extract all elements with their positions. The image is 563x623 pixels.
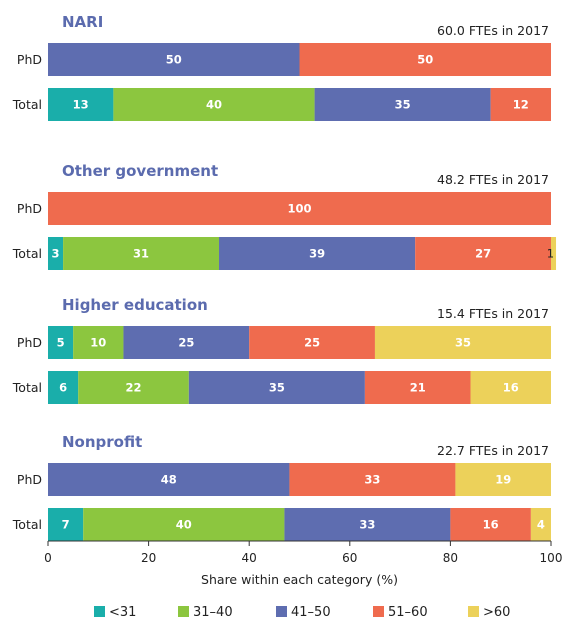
data-label: 40: [176, 518, 192, 532]
legend-label: 51–60: [388, 605, 428, 620]
data-label: 25: [304, 336, 320, 350]
data-label: 35: [455, 336, 471, 350]
legend-swatch: [94, 606, 105, 617]
row-label: PhD: [17, 201, 42, 216]
data-label: 50: [166, 53, 182, 67]
panel-note: 15.4 FTEs in 2017: [437, 306, 549, 321]
data-label: 10: [90, 336, 106, 350]
legend-label: <31: [109, 605, 136, 620]
bar-segment: [188, 371, 365, 404]
data-label: 1: [547, 247, 554, 261]
data-label: 6: [59, 381, 67, 395]
data-label: 27: [475, 247, 491, 261]
x-tick-label: 100: [540, 551, 563, 565]
legend-swatch: [373, 606, 384, 617]
data-label: 12: [513, 98, 529, 112]
bar-segment: [219, 237, 416, 270]
bar-segment: [284, 508, 451, 541]
legend-swatch: [468, 606, 479, 617]
row-label: Total: [12, 517, 42, 532]
data-label: 22: [126, 381, 142, 395]
panel-note: 22.7 FTEs in 2017: [437, 443, 549, 458]
bar-segment: [48, 326, 74, 359]
bar-segment: [551, 237, 557, 270]
panel-title: Higher education: [62, 296, 208, 314]
data-label: 50: [417, 53, 433, 67]
bar-segment: [455, 463, 551, 496]
data-label: 3: [52, 247, 60, 261]
bar-segment: [113, 88, 315, 121]
legend-label: >60: [483, 605, 510, 620]
bar-segment: [490, 88, 551, 121]
x-tick-label: 40: [242, 551, 257, 565]
bar-segment: [83, 508, 285, 541]
panel-title: Nonprofit: [62, 433, 142, 451]
row-label: PhD: [17, 335, 42, 350]
data-label: 48: [161, 473, 177, 487]
data-label: 100: [287, 202, 311, 216]
data-label: 7: [62, 518, 70, 532]
row-label: Total: [12, 97, 42, 112]
data-label: 21: [410, 381, 426, 395]
x-tick-label: 20: [141, 551, 156, 565]
legend-swatch: [276, 606, 287, 617]
bar-segment: [450, 508, 531, 541]
bar-segment: [374, 326, 551, 359]
bar-segment: [63, 237, 220, 270]
legend-swatch: [178, 606, 189, 617]
x-tick-label: 80: [443, 551, 458, 565]
data-label: 16: [503, 381, 519, 395]
bar-segment: [48, 237, 64, 270]
data-label: 35: [395, 98, 411, 112]
bar-segment: [123, 326, 250, 359]
bar-segment: [73, 326, 124, 359]
data-label: 40: [206, 98, 222, 112]
row-label: PhD: [17, 472, 42, 487]
bar-segment: [249, 326, 375, 359]
row-label: Total: [12, 246, 42, 261]
row-label: PhD: [17, 52, 42, 67]
bar-segment: [48, 463, 290, 496]
panel-note: 48.2 FTEs in 2017: [437, 172, 549, 187]
data-label: 19: [495, 473, 511, 487]
data-label: 31: [133, 247, 149, 261]
data-label: 16: [483, 518, 499, 532]
bar-segment: [78, 371, 189, 404]
data-label: 5: [57, 336, 65, 350]
bar-segment: [48, 508, 84, 541]
bar-segment: [289, 463, 456, 496]
bar-segment: [415, 237, 551, 270]
x-axis-title: Share within each category (%): [201, 572, 398, 587]
data-label: 13: [73, 98, 89, 112]
bar-segment: [364, 371, 471, 404]
x-tick-label: 60: [342, 551, 357, 565]
row-label: Total: [12, 380, 42, 395]
data-label: 25: [178, 336, 194, 350]
panel-title: NARI: [62, 13, 103, 31]
bar-segment: [48, 371, 79, 404]
x-tick-label: 0: [44, 551, 52, 565]
data-label: 39: [309, 247, 325, 261]
data-label: 33: [364, 473, 380, 487]
bar-segment: [48, 43, 300, 76]
data-label: 4: [537, 518, 545, 532]
bar-segment: [530, 508, 551, 541]
bar-segment: [314, 88, 491, 121]
bar-segment: [48, 192, 551, 225]
legend-label: 31–40: [193, 605, 233, 620]
panel-note: 60.0 FTEs in 2017: [437, 23, 549, 38]
bar-segment: [299, 43, 551, 76]
legend-label: 41–50: [291, 605, 331, 620]
data-label: 35: [269, 381, 285, 395]
bar-segment: [470, 371, 551, 404]
panel-title: Other government: [62, 162, 218, 180]
bar-segment: [48, 88, 114, 121]
data-label: 33: [359, 518, 375, 532]
